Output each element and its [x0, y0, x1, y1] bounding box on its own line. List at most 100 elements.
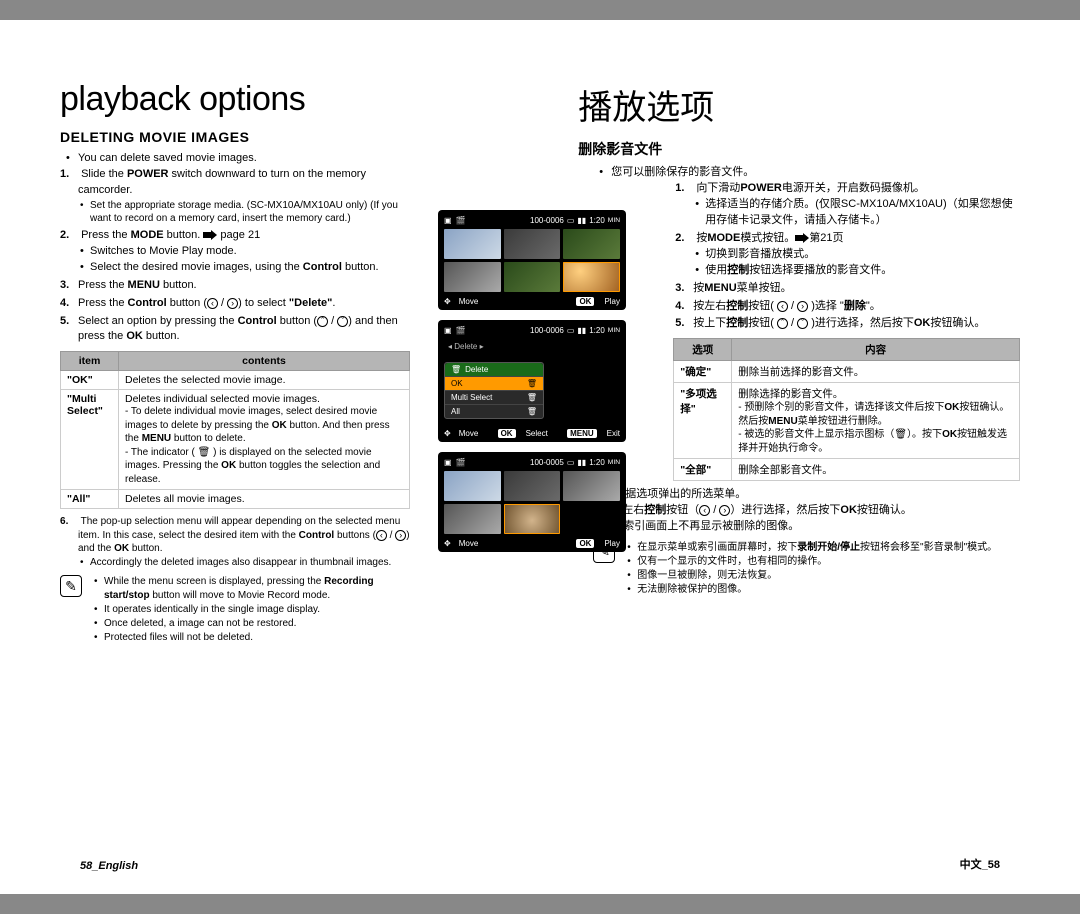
note3-cn: 图像一旦被删除，则无法恢复。	[637, 569, 997, 583]
chevron-left-icon: ‹	[777, 301, 788, 312]
battery-icon: ▮▮	[577, 216, 586, 225]
section-heading-cn: 删除影音文件	[578, 139, 1020, 159]
step2-sub1-cn: 切换到影音播放模式。	[705, 247, 1020, 263]
chevron-left-icon: ‹	[376, 530, 387, 541]
counter-text: 100-0005	[530, 458, 564, 467]
chevron-left-icon: ‹	[207, 298, 218, 309]
step4-cn: 按左右控制按钮( ‹ / › )选择 "删除"。	[693, 299, 1020, 315]
section-heading-en: DELETING MOVIE IMAGES	[60, 129, 548, 145]
arrow-icon	[795, 233, 809, 243]
thumbnail	[444, 504, 501, 534]
movie-icon: 🎬	[456, 458, 466, 467]
movie-icon: 🎬	[456, 216, 466, 225]
play-icon: ▣	[444, 326, 452, 335]
manual-page: playback options DELETING MOVIE IMAGES Y…	[0, 20, 1080, 894]
row-multi-content-en: Deletes individual selected movie images…	[119, 390, 410, 490]
note4-en: Protected files will not be deleted.	[104, 631, 410, 645]
title-english: playback options	[60, 80, 548, 119]
screen-delete-menu: ▣🎬 100-0006 ▭ ▮▮ 1:20MIN ◂ Delete ▸ 🗑Del…	[438, 320, 626, 442]
card-icon: ▭	[567, 216, 575, 225]
chevron-right-icon: ›	[797, 301, 808, 312]
chevron-down-icon: ˇ	[797, 318, 808, 329]
chevron-down-icon: ˇ	[337, 316, 348, 327]
note-icon: ✎	[60, 575, 82, 597]
right-column: 播放选项 删除影音文件 您可以删除保存的影音文件。 向下滑动POWER电源开关，…	[578, 80, 1020, 874]
page-footer-cn: 中文_58	[960, 856, 1000, 872]
intro-cn: 您可以删除保存的影音文件。	[611, 165, 1020, 181]
card-icon: ▭	[567, 458, 575, 467]
note2-en: It operates identically in the single im…	[104, 603, 410, 617]
menu-row-all: All🗑	[445, 404, 543, 418]
th-item-cn: 选项	[674, 339, 732, 361]
trash-icon: 🗑	[527, 393, 537, 402]
battery-icon: ▮▮	[577, 326, 586, 335]
note4-cn: 无法删除被保护的图像。	[637, 583, 997, 597]
trash-icon: 🗑	[527, 407, 537, 416]
thumbnail	[504, 471, 561, 501]
right-text-area: 您可以删除保存的影音文件。 向下滑动POWER电源开关，开启数码摄像机。 选择适…	[593, 165, 1020, 597]
thumbnail	[563, 229, 620, 259]
row-multi-cn: "多项选择"	[674, 383, 732, 459]
row-multi-content-cn: 删除选择的影音文件。 - 预删除个别的影音文件，请选择该文件后按下OK按钮确认。…	[732, 383, 1020, 459]
step2-sub1-en: Switches to Movie Play mode.	[90, 244, 410, 260]
step5-en: Select an option by pressing the Control…	[78, 314, 410, 346]
step2-sub2-en: Select the desired movie images, using t…	[90, 260, 410, 276]
note1-en: While the menu screen is displayed, pres…	[104, 575, 410, 603]
menu-row-multi: Multi Select🗑	[445, 390, 543, 404]
ok-key: OK	[576, 297, 594, 306]
title-chinese: 播放选项	[578, 80, 1020, 129]
step3-cn: 按MENU菜单按钮。	[693, 281, 1020, 297]
row-all-cn: "全部"	[674, 459, 732, 481]
note-box-en: ✎ While the menu screen is displayed, pr…	[60, 575, 410, 645]
row-multi-en: "Multi Select"	[61, 390, 119, 490]
play-icon: ▣	[444, 216, 452, 225]
battery-icon: ▮▮	[577, 458, 586, 467]
thumbnail-selected	[563, 262, 620, 292]
step6-sub-en: Accordingly the deleted images also disa…	[90, 556, 410, 570]
chevron-up-icon: ˆ	[777, 318, 788, 329]
movie-icon: 🎬	[456, 326, 466, 335]
arrow-icon	[203, 230, 217, 240]
step1-sub-cn: 选择适当的存储介质。(仅限SC-MX10A/MX10AU)（如果您想使用存储卡记…	[705, 197, 1020, 229]
thumbnail	[444, 262, 501, 292]
step2-sub2-cn: 使用控制按钮选择要播放的影音文件。	[705, 263, 1020, 279]
move-icon: ✥	[444, 429, 451, 438]
counter-text: 100-0006	[530, 216, 564, 225]
note-box-cn: ✎ 在显示菜单或索引画面屏幕时，按下录制开始/停止按钮将会移至"影音录制"模式。…	[593, 541, 1020, 597]
menu-row-ok: OK🗑	[445, 376, 543, 390]
play-icon: ▣	[444, 458, 452, 467]
thumbnail	[504, 229, 561, 259]
step5-cn: 按上下控制按钮( ˆ / ˇ )进行选择，然后按下OK按钮确认。	[693, 316, 1020, 332]
counter-text: 100-0006	[530, 326, 564, 335]
th-item-en: item	[61, 352, 119, 371]
step6-cn: 根据选项弹出的所选菜单。 按左右控制按钮（‹ / ›）进行选择，然后按下OK按钮…	[611, 487, 1020, 535]
step2-en: Press the MODE button. page 21 Switches …	[78, 228, 410, 276]
row-all-en: "All"	[61, 490, 119, 509]
row-ok-en: "OK"	[61, 371, 119, 390]
thumbnail	[444, 471, 501, 501]
trash-icon: 🗑	[527, 379, 537, 388]
step4-en: Press the Control button (‹ / ›) to sele…	[78, 296, 410, 312]
note1-cn: 在显示菜单或索引画面屏幕时，按下录制开始/停止按钮将会移至"影音录制"模式。	[637, 541, 997, 555]
ok-key: OK	[498, 429, 516, 438]
card-icon: ▭	[567, 326, 575, 335]
move-icon: ✥	[444, 539, 451, 548]
thumbnail-selected	[504, 504, 561, 534]
chevron-right-icon: ›	[395, 530, 406, 541]
step3-en: Press the MENU button.	[78, 278, 410, 294]
delete-menu: 🗑Delete OK🗑 Multi Select🗑 All🗑	[444, 362, 544, 419]
chevron-left-icon: ‹	[699, 505, 710, 516]
chevron-right-icon: ›	[719, 505, 730, 516]
step6-sub-cn: 索引画面上不再显示被删除的图像。	[623, 519, 1020, 535]
move-icon: ✥	[444, 297, 451, 306]
chevron-up-icon: ˆ	[317, 316, 328, 327]
row-ok-cn: "确定"	[674, 361, 732, 383]
note2-cn: 仅有一个显示的文件时，也有相同的操作。	[637, 555, 997, 569]
options-table-en: itemcontents "OK"Deletes the selected mo…	[60, 351, 410, 509]
chevron-right-icon: ›	[227, 298, 238, 309]
thumbnail	[444, 229, 501, 259]
thumbnail	[563, 471, 620, 501]
th-contents-cn: 内容	[732, 339, 1020, 361]
note3-en: Once deleted, a image can not be restore…	[104, 617, 410, 631]
left-text-area: You can delete saved movie images. Slide…	[60, 151, 410, 645]
